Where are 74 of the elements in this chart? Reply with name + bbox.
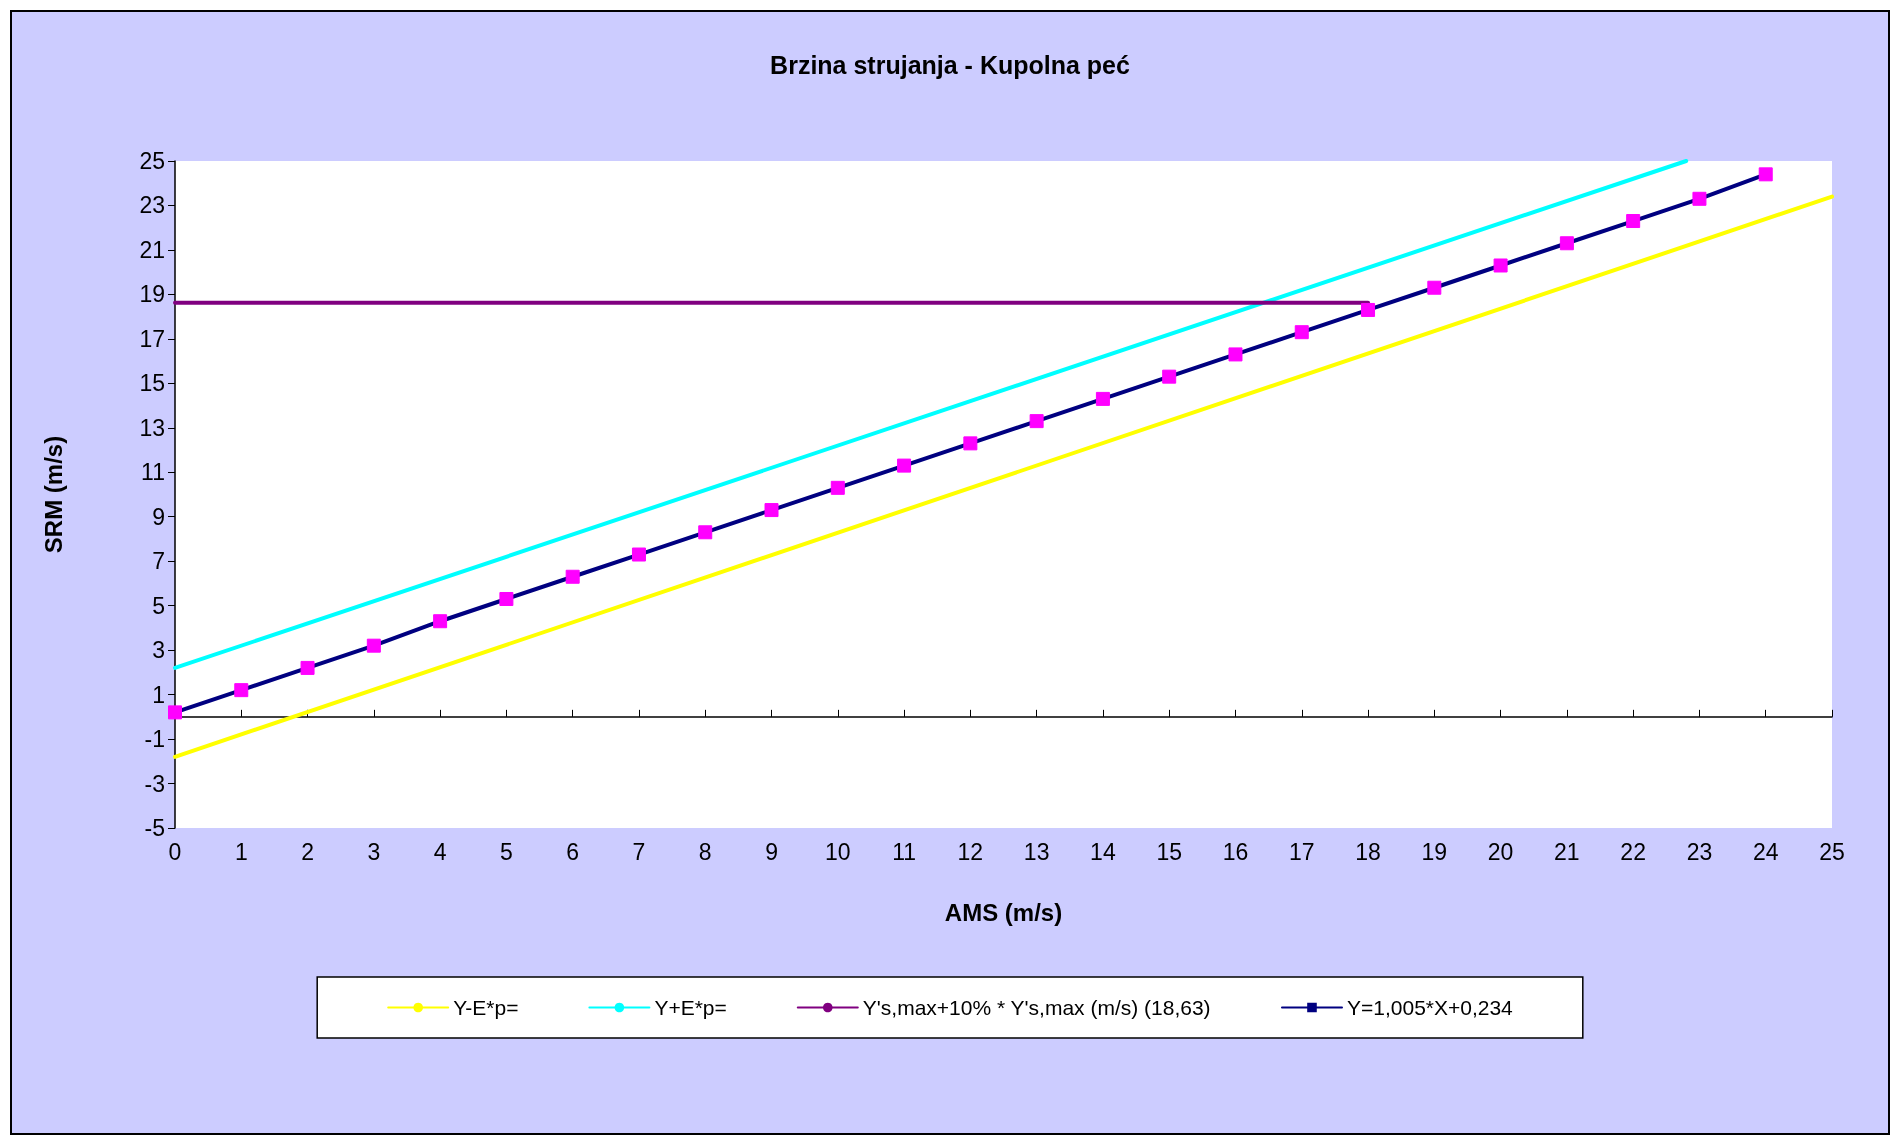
point [1029, 414, 1044, 429]
point [1493, 258, 1508, 273]
x-tick-label: 6 [566, 838, 580, 865]
x-tick-label: 22 [1620, 838, 1646, 865]
y-tick-label: 21 [139, 236, 165, 263]
legend-label: Y-E*p= [453, 996, 519, 1019]
y-tick-label: -1 [144, 726, 165, 753]
y-tick-label: 19 [139, 281, 165, 308]
x-tick-label: 7 [632, 838, 646, 865]
point [1294, 325, 1309, 340]
y-tick-label: -5 [144, 815, 165, 841]
y-tick-label: 11 [141, 459, 165, 486]
x-tick-label: 4 [433, 838, 447, 865]
x-tick-label: 9 [765, 838, 778, 865]
point [1559, 236, 1574, 251]
y-tick-label: 17 [139, 325, 165, 352]
point [499, 592, 514, 606]
y-tick-label: 3 [152, 637, 165, 664]
point [698, 525, 713, 540]
point [300, 660, 315, 675]
x-tick-label: 14 [1090, 838, 1116, 865]
x-tick-label: 20 [1487, 838, 1514, 865]
x-axis-title: AMS (m/s) [944, 898, 1063, 926]
x-tick-label: 10 [825, 838, 851, 865]
point [1095, 391, 1110, 406]
point [963, 436, 978, 451]
point [565, 569, 580, 584]
y-tick-label: 9 [152, 503, 165, 530]
point [433, 614, 448, 629]
y-tick-label: 25 [139, 148, 165, 174]
point [168, 705, 182, 720]
y-tick-label: -3 [144, 770, 165, 797]
y-tick-label: 15 [139, 370, 165, 397]
x-tick-label: 12 [957, 838, 984, 865]
point [1626, 214, 1641, 229]
point [1361, 302, 1376, 317]
point [631, 547, 646, 562]
y-tick-label: 7 [152, 548, 165, 575]
point [1228, 347, 1243, 362]
x-tick-label: 24 [1752, 838, 1779, 865]
x-tick-label: 18 [1355, 838, 1381, 865]
x-tick-label: 13 [1023, 838, 1050, 865]
point [1427, 280, 1442, 295]
point [1692, 191, 1707, 206]
point [764, 503, 779, 518]
x-tick-label: 1 [234, 838, 248, 865]
chart-title: Brzina strujanja - Kupolna peć [770, 50, 1130, 79]
x-tick-label: 25 [1819, 838, 1845, 865]
y-tick-label: 5 [152, 592, 165, 619]
x-tick-label: 17 [1288, 838, 1315, 865]
x-tick-label: 11 [892, 838, 917, 865]
y-tick-label: 23 [139, 192, 165, 219]
legend-label: Y's,max+10% * Y's,max (m/s) (18,63) [862, 996, 1211, 1019]
x-tick-label: 15 [1156, 838, 1182, 865]
x-tick-label: 3 [367, 838, 381, 865]
point [366, 638, 381, 653]
x-tick-label: 8 [698, 838, 712, 865]
y-tick-label: 1 [152, 681, 165, 708]
x-tick-label: 23 [1686, 838, 1713, 865]
legend-label: Y=1,005*X+0,234 [1346, 996, 1514, 1019]
x-tick-label: 2 [301, 838, 314, 865]
point [830, 480, 845, 495]
point [1162, 369, 1177, 384]
point [234, 683, 249, 698]
y-tick-label: 13 [139, 414, 165, 441]
y-axis-title: SRM (m/s) [39, 435, 67, 554]
x-tick-label: 16 [1222, 838, 1249, 865]
legend-label: Y+E*p= [654, 996, 727, 1019]
point [897, 458, 912, 473]
x-tick-label: 19 [1421, 838, 1448, 865]
x-tick-label: 5 [500, 838, 513, 865]
x-tick-label: 0 [168, 838, 182, 865]
x-tick-label: 21 [1554, 838, 1580, 865]
point [1758, 167, 1773, 182]
